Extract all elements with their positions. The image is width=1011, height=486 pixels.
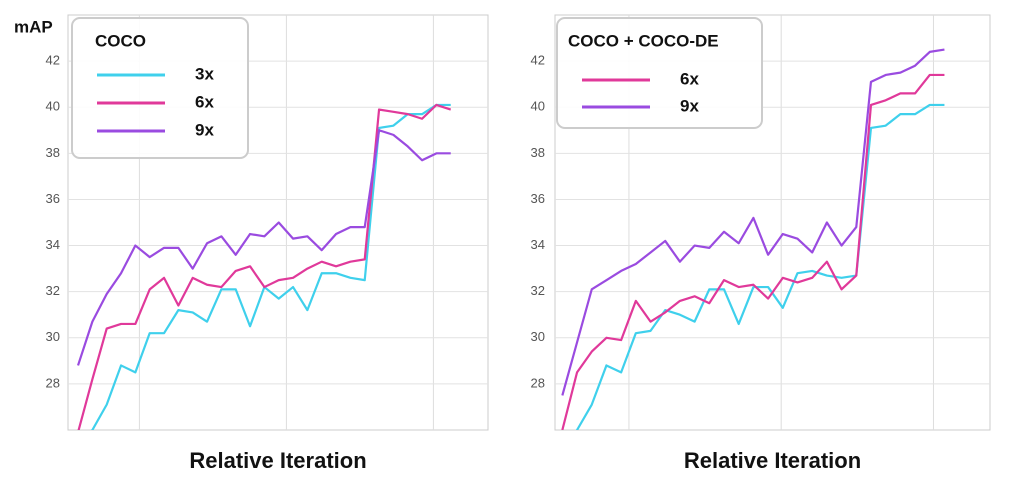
legend-label: 3x: [195, 64, 214, 83]
series-line: [561, 73, 945, 430]
legend-label: 6x: [680, 69, 699, 88]
y-tick-label: 30: [531, 329, 545, 344]
y-tick-label: 40: [531, 99, 545, 114]
panel: 28 30 32 34 36 38 40 42 mAP Relative Iteration COC…: [14, 14, 489, 473]
y-axis-label: mAP: [14, 17, 53, 36]
legend-title: COCO + COCO-DE: [568, 31, 719, 50]
legend-title: COCO: [95, 31, 146, 50]
y-tick-label: 28: [46, 375, 60, 390]
series-line: [77, 103, 452, 430]
y-tick-label: 34: [531, 237, 545, 252]
legend-label: 6x: [195, 92, 214, 111]
x-axis-label: Relative Iteration: [189, 448, 366, 473]
y-tick-label: 42: [46, 53, 60, 68]
y-tick-label: 36: [46, 191, 60, 206]
lines: [76, 103, 452, 430]
series-line: [575, 103, 945, 430]
y-tick-label: 30: [46, 329, 60, 344]
series-line: [76, 129, 451, 366]
y-tick-label: 36: [531, 191, 545, 206]
legend-box: [556, 17, 763, 129]
legend-box: [71, 17, 249, 159]
lines: [561, 48, 945, 430]
y-tick-label: 28: [531, 375, 545, 390]
legend-label: 9x: [680, 96, 699, 115]
y-tick-label: 32: [46, 283, 60, 298]
y-tick-label: 42: [531, 53, 545, 68]
y-tick-label: 32: [531, 283, 545, 298]
series-line: [561, 48, 945, 396]
x-axis-label: Relative Iteration: [684, 448, 861, 473]
y-tick-label: 38: [531, 145, 545, 160]
panel: 28 30 32 34 36 38 40 42 Relative Iteration COCO +…: [531, 14, 991, 473]
y-tick-label: 38: [46, 145, 60, 160]
y-tick-label: 34: [46, 237, 60, 252]
legend-label: 9x: [195, 120, 214, 139]
y-tick-label: 40: [46, 99, 60, 114]
